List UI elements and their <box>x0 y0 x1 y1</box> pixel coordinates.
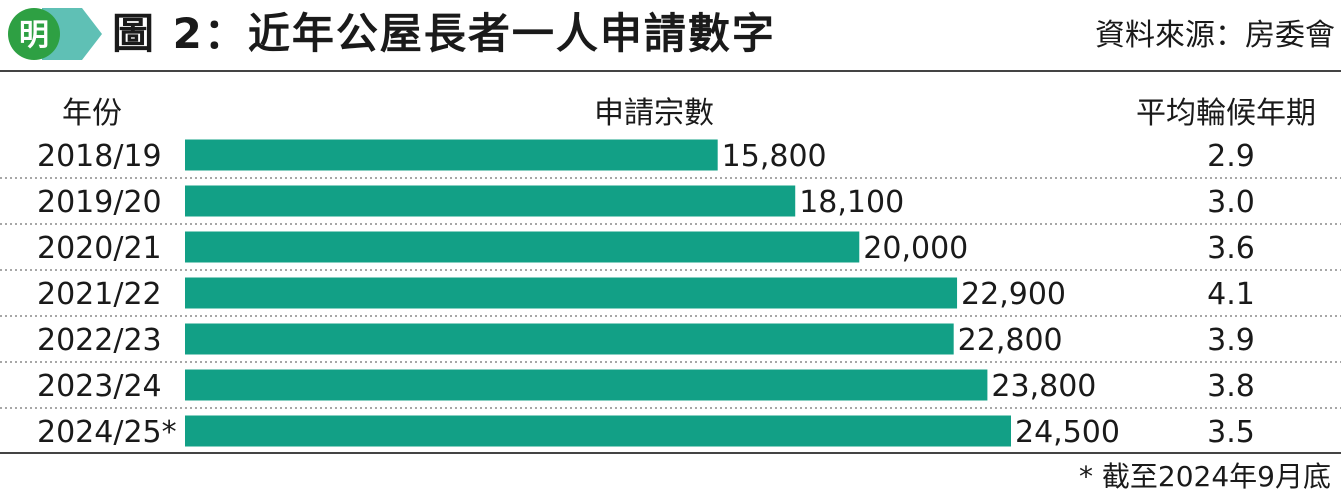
value-label: 24,500 <box>1015 415 1120 450</box>
header: 明 圖 2：近年公屋長者一人申請數字 資料來源：房委會 <box>0 0 1341 68</box>
source-credit: 資料來源：房委會 <box>1095 18 1335 53</box>
value-label: 20,000 <box>863 231 968 266</box>
bar <box>185 277 958 309</box>
year-label: 2019/20 <box>37 185 162 220</box>
wait-years-label: 3.5 <box>1207 415 1255 450</box>
footnote: * 截至2024年9月底 <box>1079 460 1331 493</box>
year-label: 2022/23 <box>37 323 162 358</box>
column-header-applications: 申請宗數 <box>594 96 714 131</box>
value-label: 18,100 <box>799 185 904 220</box>
value-label: 15,800 <box>722 139 827 174</box>
header-rule <box>0 70 1341 72</box>
wait-years-label: 3.8 <box>1207 369 1255 404</box>
bar <box>185 139 718 171</box>
value-label: 23,800 <box>991 369 1096 404</box>
logo-text: 明 <box>19 18 49 53</box>
logo-arrow-shape <box>42 8 102 60</box>
year-label: 2023/24 <box>37 369 162 404</box>
value-label: 22,900 <box>961 277 1066 312</box>
wait-years-label: 3.6 <box>1207 231 1255 266</box>
bar <box>185 369 988 401</box>
bar <box>185 323 954 355</box>
wait-years-label: 4.1 <box>1207 277 1255 312</box>
ming-pao-logo: 明 <box>8 8 102 60</box>
bar <box>185 185 796 217</box>
column-header-year: 年份 <box>62 96 122 131</box>
year-label: 2024/25* <box>37 415 177 450</box>
bar <box>185 415 1011 447</box>
value-label: 22,800 <box>958 323 1063 358</box>
wait-years-label: 3.0 <box>1207 185 1255 220</box>
chart-title: 圖 2：近年公屋長者一人申請數字 <box>112 9 776 58</box>
year-label: 2018/19 <box>37 139 162 174</box>
year-label: 2020/21 <box>37 231 162 266</box>
year-label: 2021/22 <box>37 277 162 312</box>
bottom-rule <box>0 452 1341 454</box>
bar <box>185 231 860 263</box>
column-header-wait: 平均輪候年期 <box>1136 96 1316 131</box>
wait-years-label: 3.9 <box>1207 323 1255 358</box>
logo-circle <box>8 8 60 60</box>
wait-years-label: 2.9 <box>1207 139 1255 174</box>
